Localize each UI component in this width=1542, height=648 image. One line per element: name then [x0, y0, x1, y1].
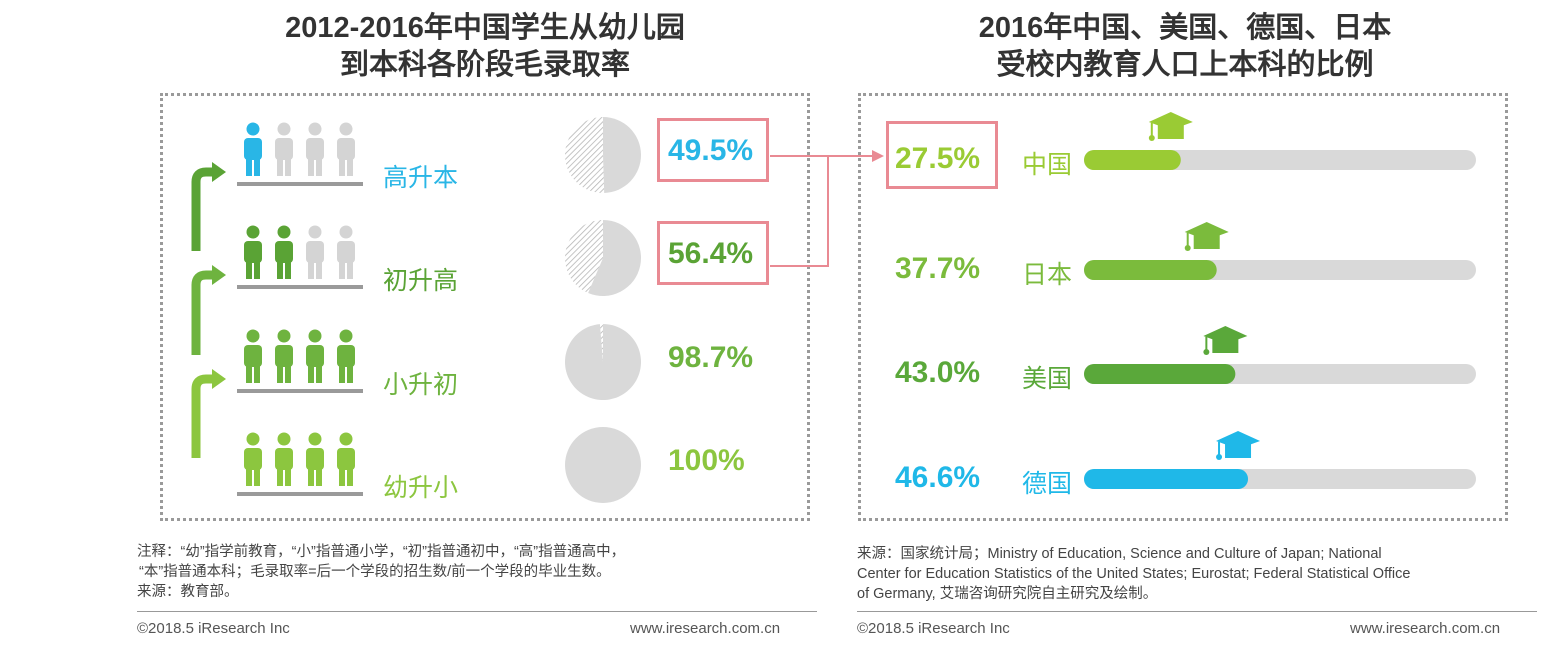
- left-note-line1: 注释：“幼”指学前教育，“小”指普通小学，“初”指普通初中，“高”指普通高中，: [137, 544, 626, 560]
- country-label: 中国: [1022, 151, 1073, 179]
- right-chart-title: 2016年中国、美国、德国、日本 受校内教育人口上本科的比例: [860, 10, 1510, 84]
- stage-row-icons: [244, 122, 355, 176]
- stage-percent-label: 49.5%: [668, 134, 754, 167]
- country-percent-label: 43.0%: [895, 356, 981, 389]
- left-copyright: ©2018.5 iResearch Inc: [137, 620, 290, 637]
- stage-row-base: [237, 285, 363, 289]
- graduation-cap-icon: [1184, 222, 1229, 251]
- bar-fill: [1084, 469, 1249, 489]
- progression-arrow-icon: [191, 265, 226, 355]
- pie-slice: [565, 220, 641, 296]
- pie-slice: [565, 427, 641, 503]
- pie-slice: [565, 324, 642, 400]
- right-chart-panel: [858, 93, 1508, 521]
- stage-percent-label: 100%: [668, 444, 745, 477]
- stage-row-icons: [244, 225, 355, 279]
- right-note-line3: of Germany, 艾瑞咨询研究院自主研究及绘制。: [857, 586, 1158, 602]
- left-chart-title: 2012-2016年中国学生从幼儿园 到本科各阶段毛录取率: [160, 10, 810, 84]
- stage-row-base: [237, 389, 363, 393]
- bar-fill: [1084, 364, 1236, 384]
- left-chart-panel: [160, 93, 810, 521]
- right-footer-divider: [857, 611, 1537, 612]
- country-label: 日本: [1022, 261, 1073, 289]
- right-note: 来源：国家统计局；Ministry of Education, Science …: [857, 544, 1542, 604]
- progression-arrow-icon: [191, 162, 226, 251]
- left-note: 注释：“幼”指学前教育，“小”指普通小学，“初”指普通初中，“高”指普通高中， …: [137, 542, 827, 602]
- stage-row-icons: [244, 329, 355, 383]
- left-title-line1: 2012-2016年中国学生从幼儿园: [285, 12, 685, 44]
- country-label: 美国: [1022, 365, 1073, 393]
- right-copyright: ©2018.5 iResearch Inc: [857, 620, 1010, 637]
- stage-label: 小升初: [383, 371, 459, 399]
- highlight-box: [657, 118, 769, 182]
- graduation-cap-icon: [1203, 326, 1248, 355]
- stage-row-base: [237, 182, 363, 186]
- graduation-cap-icon: [1216, 431, 1261, 460]
- right-note-line2: Center for Education Statistics of the U…: [857, 566, 1411, 582]
- stage-percent-label: 98.7%: [668, 341, 754, 374]
- left-website: www.iresearch.com.cn: [630, 620, 781, 637]
- country-percent-label: 27.5%: [895, 142, 981, 175]
- left-title-line2: 到本科各阶段毛录取率: [339, 49, 630, 81]
- stage-row-base: [237, 492, 363, 496]
- pie-slice: [565, 117, 642, 193]
- highlight-box: [886, 121, 998, 189]
- right-note-line1: 来源：国家统计局；Ministry of Education, Science …: [857, 546, 1382, 562]
- progression-arrow-icon: [191, 369, 226, 458]
- stage-percent-label: 56.4%: [668, 237, 754, 270]
- country-label: 德国: [1022, 470, 1073, 498]
- right-website: www.iresearch.com.cn: [1350, 620, 1501, 637]
- bar-fill: [1084, 150, 1181, 170]
- right-title-line1: 2016年中国、美国、德国、日本: [978, 12, 1392, 44]
- bar-track: [1084, 150, 1476, 170]
- stage-label: 高升本: [383, 164, 459, 192]
- graduation-cap-icon: [1148, 112, 1193, 141]
- left-note-line2: “本”指普通本科；毛录取率=后一个学段的招生数/前一个学段的毕业生数。: [139, 564, 611, 580]
- right-title-line2: 受校内教育人口上本科的比例: [996, 49, 1374, 81]
- left-note-line3: 来源：教育部。: [137, 584, 239, 600]
- country-percent-label: 46.6%: [895, 461, 981, 494]
- bar-fill: [1084, 260, 1217, 280]
- stage-label: 幼升小: [383, 474, 459, 502]
- left-footer-divider: [137, 611, 817, 612]
- stage-row-icons: [244, 432, 355, 486]
- country-percent-label: 37.7%: [895, 252, 981, 285]
- stage-label: 初升高: [383, 267, 459, 295]
- highlight-box: [657, 221, 769, 285]
